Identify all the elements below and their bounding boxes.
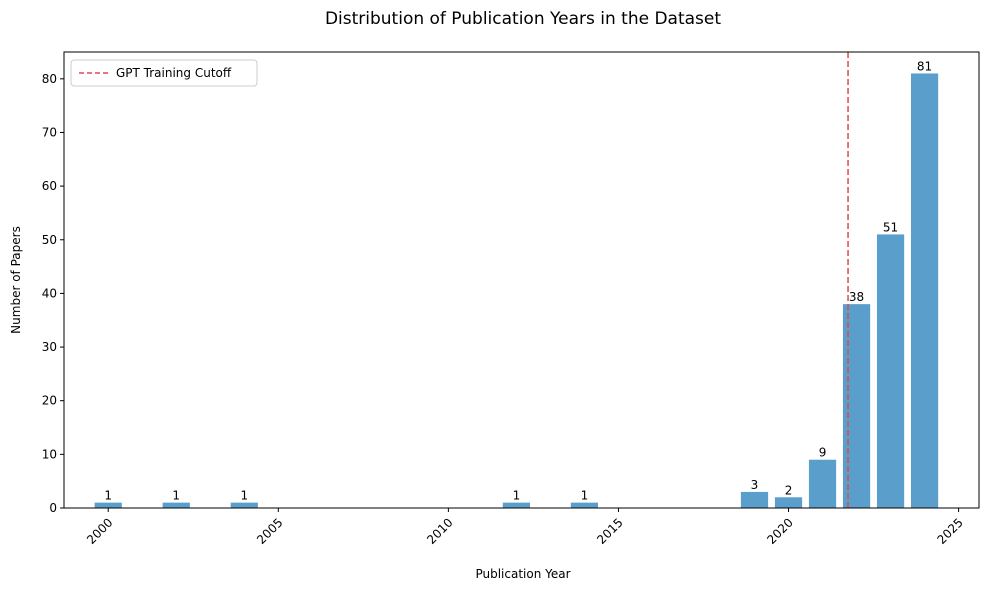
y-tick-label: 70 [42, 125, 57, 139]
y-tick-label: 80 [42, 72, 57, 86]
bar [230, 502, 258, 508]
bar [94, 502, 122, 508]
bar-value-label: 1 [240, 489, 248, 503]
bar [502, 502, 531, 508]
x-tick-label: 2020 [764, 515, 795, 546]
bar-value-label: 38 [849, 290, 864, 304]
bar-value-label: 1 [513, 489, 521, 503]
legend-label: GPT Training Cutoff [116, 66, 232, 80]
x-tick-label: 2005 [254, 515, 285, 546]
x-axis-title: Publication Year [475, 567, 570, 581]
legend-box [70, 59, 258, 87]
bar [570, 502, 599, 508]
y-tick-label: 0 [49, 501, 57, 515]
y-tick-label: 10 [42, 447, 57, 461]
bar-value-label: 51 [883, 220, 898, 234]
plot-frame [63, 51, 980, 509]
bar [774, 497, 803, 508]
bar-value-label: 1 [581, 489, 589, 503]
bar-value-label: 9 [819, 446, 827, 460]
x-tick-label: 2025 [934, 515, 965, 546]
bar-value-label: 1 [104, 489, 112, 503]
chart-title: Distribution of Publication Years in the… [325, 9, 721, 29]
bar [162, 502, 190, 508]
bar-value-label: 81 [917, 59, 932, 73]
y-axis-title: Number of Papers [9, 226, 23, 334]
x-tick-label: 2010 [424, 515, 455, 546]
bar [876, 234, 905, 508]
x-axis: 2000 2005 2010 2015 2020 2025 [84, 508, 966, 547]
y-tick-label: 60 [42, 179, 57, 193]
bar-value-label: 1 [172, 489, 180, 503]
legend: GPT Training Cutoff [70, 59, 258, 87]
y-tick-label: 20 [42, 394, 57, 408]
y-tick-label: 50 [42, 233, 57, 247]
bar [740, 491, 769, 508]
x-tick-label: 2000 [84, 515, 115, 546]
bar-value-label: 3 [751, 478, 759, 492]
plot-area: 1 1 1 1 1 3 2 9 38 51 81 [63, 51, 980, 509]
bar [842, 304, 871, 508]
y-tick-label: 40 [42, 286, 57, 300]
y-tick-label: 30 [42, 340, 57, 354]
x-tick-label: 2015 [594, 515, 625, 546]
bar [808, 459, 837, 508]
bar [910, 73, 939, 508]
bar-value-label: 2 [785, 483, 793, 497]
y-axis: 0 10 20 30 40 50 60 70 80 [42, 72, 64, 515]
